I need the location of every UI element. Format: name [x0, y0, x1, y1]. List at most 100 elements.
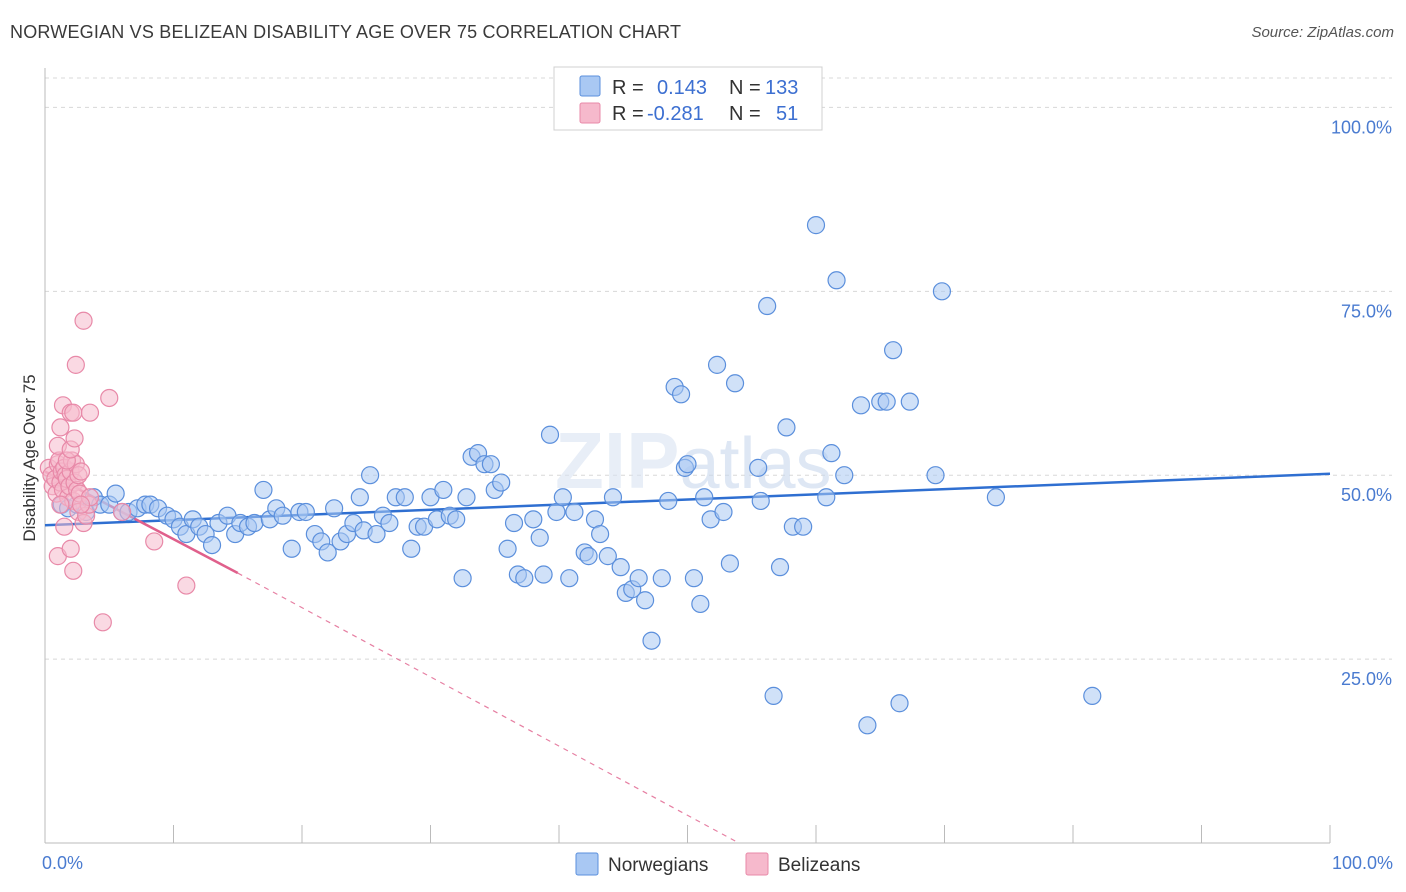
- data-point-norwegian: [565, 502, 584, 522]
- data-point-norwegian: [635, 591, 655, 610]
- data-point-norwegian: [794, 517, 813, 536]
- data-point-norwegian: [534, 565, 553, 584]
- data-point-norwegian: [749, 458, 768, 477]
- data-point-norwegian: [777, 418, 796, 437]
- data-point-norwegian: [890, 694, 909, 713]
- series-legend: Norwegians Belizeans: [575, 852, 860, 876]
- data-point-norwegian: [751, 491, 770, 511]
- data-point-norwegian: [770, 558, 790, 577]
- x-tick-label-min: 0.0%: [42, 853, 83, 873]
- data-point-norwegian: [402, 539, 421, 558]
- data-point-norwegian: [318, 543, 337, 562]
- data-point-norwegian: [603, 488, 623, 507]
- data-point-norwegian: [447, 510, 466, 529]
- data-point-belizean: [64, 561, 83, 580]
- y-axis-label: Disability Age Over 75: [20, 374, 39, 541]
- data-point-norwegian: [579, 547, 598, 566]
- data-point-belizean: [177, 576, 196, 595]
- data-point-norwegian: [678, 455, 697, 474]
- data-point-belizean: [71, 495, 91, 514]
- data-point-norwegian: [659, 491, 678, 511]
- legend-n-label-2: N =: [729, 103, 761, 125]
- data-point-belizean: [65, 429, 84, 448]
- data-point-norwegian: [932, 282, 952, 301]
- data-point-norwegian: [858, 716, 877, 735]
- points-layer: [39, 216, 1102, 735]
- bottom-legend-swatch-norwegians: [575, 852, 599, 876]
- bottom-legend-label-norwegians: Norwegians: [608, 855, 708, 876]
- bottom-legend-label-belizeans: Belizeans: [778, 855, 860, 876]
- data-point-belizean: [66, 355, 85, 374]
- data-point-norwegian: [806, 216, 826, 235]
- data-point-norwegian: [817, 488, 836, 507]
- source-label: Source: ZipAtlas.com: [1251, 24, 1394, 41]
- data-point-belizean: [61, 539, 80, 558]
- data-point-norwegian: [671, 385, 691, 404]
- data-point-belizean: [93, 613, 112, 632]
- data-point-norwegian: [691, 594, 710, 614]
- data-point-norwegian: [684, 569, 704, 588]
- x-tick-label-max: 100.0%: [1332, 853, 1393, 873]
- data-point-norwegian: [273, 506, 292, 525]
- data-point-norwegian: [202, 535, 222, 555]
- legend-n-label-1: N =: [729, 77, 761, 99]
- y-tick-label: 25.0%: [1341, 669, 1392, 689]
- data-point-norwegian: [245, 513, 264, 533]
- data-point-norwegian: [453, 569, 472, 588]
- data-point-belizean: [145, 532, 164, 551]
- y-tick-label: 50.0%: [1341, 485, 1392, 505]
- data-point-norwegian: [380, 513, 399, 533]
- data-point-norwegian: [707, 355, 727, 374]
- legend-r-label-2: R =: [612, 103, 644, 125]
- chart-title: NORWEGIAN VS BELIZEAN DISABILITY AGE OVE…: [10, 22, 682, 42]
- data-point-norwegian: [720, 554, 740, 573]
- data-point-norwegian: [900, 392, 919, 411]
- data-point-belizean: [64, 403, 83, 422]
- data-point-norwegian: [106, 484, 125, 503]
- axes-layer: [44, 68, 1331, 844]
- data-point-norwegian: [1083, 686, 1102, 705]
- data-point-norwegian: [367, 524, 386, 544]
- data-point-norwegian: [758, 296, 777, 316]
- data-point-norwegian: [725, 374, 745, 393]
- data-point-norwegian: [524, 510, 543, 529]
- data-point-belizean: [71, 462, 91, 481]
- data-point-norwegian: [822, 444, 841, 463]
- data-point-norwegian: [695, 488, 714, 507]
- data-point-norwegian: [926, 466, 945, 485]
- data-point-norwegian: [611, 558, 630, 577]
- data-point-norwegian: [504, 513, 524, 533]
- data-point-belizean: [74, 311, 93, 330]
- data-point-norwegian: [764, 686, 783, 705]
- data-point-norwegian: [395, 488, 414, 507]
- data-point-norwegian: [883, 341, 903, 360]
- data-point-norwegian: [254, 480, 273, 500]
- data-point-norwegian: [498, 539, 517, 558]
- data-point-belizean: [112, 502, 132, 522]
- data-point-norwegian: [642, 631, 661, 650]
- data-point-norwegian: [827, 271, 846, 290]
- legend-n-value-2: 51: [776, 103, 798, 125]
- data-point-norwegian: [325, 499, 344, 518]
- y-tick-label: 75.0%: [1341, 301, 1392, 321]
- data-point-norwegian: [560, 569, 579, 588]
- data-point-belizean: [100, 388, 119, 408]
- data-point-norwegian: [361, 466, 380, 485]
- data-point-norwegian: [296, 502, 315, 522]
- data-point-norwegian: [629, 569, 648, 588]
- data-point-norwegian: [434, 480, 453, 500]
- data-point-norwegian: [457, 488, 476, 507]
- data-point-norwegian: [714, 502, 733, 522]
- data-point-norwegian: [986, 488, 1006, 507]
- label-layer: 25.0% 50.0% 75.0% 100.0% 0.0% 100.0% Disabilit…: [20, 117, 1393, 873]
- data-point-norwegian: [540, 425, 560, 444]
- data-point-norwegian: [282, 539, 301, 558]
- data-point-norwegian: [652, 569, 671, 588]
- correlation-legend: R = 0.143 N = 133 R = -0.281 N = 51: [553, 66, 823, 131]
- data-point-belizean: [55, 517, 74, 536]
- data-point-norwegian: [492, 473, 511, 492]
- legend-swatch-belizeans: [579, 102, 601, 124]
- legend-r-value-1: 0.143: [657, 77, 707, 99]
- data-point-norwegian: [598, 547, 617, 566]
